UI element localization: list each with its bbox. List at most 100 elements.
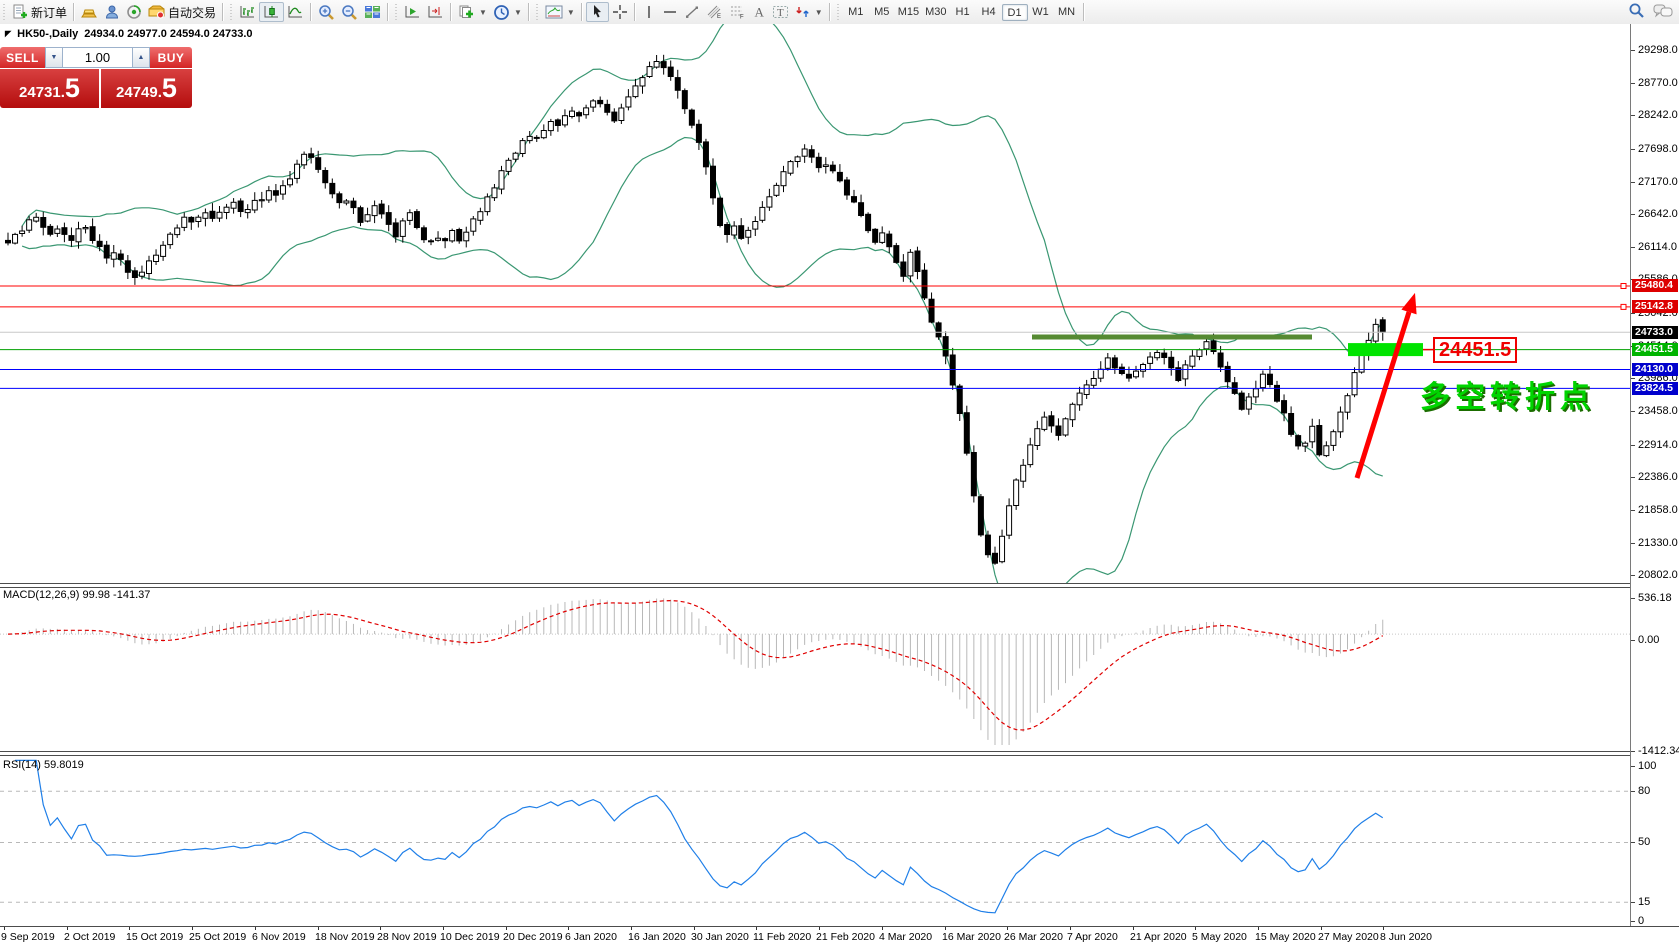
vertical-line-button[interactable] (639, 2, 659, 22)
price-badge[interactable]: 24451.5 (1632, 343, 1678, 356)
profile-icon (104, 4, 120, 20)
chevron-down-icon[interactable]: ▼ (513, 7, 522, 17)
toolbar-separator (633, 3, 636, 21)
fibonacci-button[interactable]: F (726, 2, 749, 22)
date-axis-label: 21 Apr 2020 (1130, 931, 1187, 943)
bar-chart-button[interactable] (236, 2, 259, 22)
date-axis-tick (1070, 927, 1071, 930)
chevron-down-icon[interactable]: ▼ (479, 7, 487, 17)
trend-arrow[interactable] (1354, 311, 1412, 479)
volume-increase-button[interactable]: ▲ (132, 47, 150, 68)
toolbar-grip[interactable] (835, 4, 841, 20)
periods-button[interactable]: ▼ (490, 2, 525, 22)
timeframe-group: M1 M5 M15 M30 H1 H4 D1 W1 MN (843, 3, 1080, 21)
toolbar-grip[interactable] (2, 4, 7, 20)
broadcast-button[interactable] (123, 2, 145, 22)
toolbar-separator (828, 3, 831, 21)
date-axis-tick (945, 927, 946, 930)
date-axis-label: 30 Jan 2020 (691, 931, 749, 943)
price-badge[interactable]: 25142.8 (1632, 300, 1678, 313)
buy-button[interactable]: BUY (150, 47, 192, 68)
candlestick-chart-button[interactable] (259, 2, 285, 22)
price-axis-tick (1631, 115, 1635, 116)
chart-template-button[interactable]: ▼ (542, 2, 578, 22)
volume-decrease-button[interactable]: ▼ (45, 47, 63, 68)
zoom-out-button[interactable] (338, 2, 361, 22)
timeframe-h1[interactable]: H1 (955, 5, 970, 18)
gold-bar-button[interactable] (78, 2, 101, 22)
timeframe-mn[interactable]: MN (1057, 5, 1076, 18)
sell-price[interactable]: 24731. 5 (0, 69, 99, 108)
crosshair-button[interactable] (609, 2, 631, 22)
trendline-icon (684, 4, 700, 20)
date-axis-label: 8 Jun 2020 (1380, 931, 1432, 943)
toolbar-grip[interactable] (534, 4, 540, 20)
trendline-button[interactable] (681, 2, 703, 22)
date-axis[interactable]: 9 Sep 2019 2 Oct 2019 15 Oct 2019 25 Oct 20… (0, 926, 1679, 943)
chevron-down-icon[interactable]: ▼ (814, 7, 823, 17)
profile-button[interactable] (101, 2, 123, 22)
timeframe-d1[interactable]: D1 (1001, 3, 1028, 21)
price-axis-label: 28770.0 (1638, 77, 1678, 89)
zoom-in-icon (318, 4, 335, 21)
date-axis-label: 21 Feb 2020 (816, 931, 875, 943)
horizontal-line-button[interactable] (659, 2, 681, 22)
line-chart-button[interactable] (284, 2, 307, 22)
rsi-panel[interactable] (0, 757, 1630, 926)
toolbar-separator (222, 3, 225, 21)
timeframe-m30[interactable]: M30 (925, 5, 947, 18)
zoom-in-button[interactable] (315, 2, 338, 22)
timeframe-w1[interactable]: W1 (1032, 5, 1049, 18)
buy-price-fraction: 5 (161, 73, 177, 103)
price-axis-label: 21330.0 (1638, 537, 1678, 549)
text-icon: A (752, 4, 766, 20)
chart-template-icon (545, 4, 563, 20)
auto-trading-button[interactable]: 自动交易 (145, 2, 219, 22)
indicators-button[interactable]: ▼ (455, 2, 490, 22)
sell-button[interactable]: SELL (0, 47, 45, 68)
toolbar-grip[interactable] (229, 4, 235, 20)
cursor-button[interactable] (585, 2, 609, 22)
main-price-chart[interactable] (0, 24, 1630, 583)
tile-windows-button[interactable] (361, 2, 384, 22)
highlight-rectangle[interactable] (1348, 343, 1423, 357)
timeframe-m1[interactable]: M1 (848, 5, 864, 18)
arrows-button[interactable]: ▼ (792, 2, 826, 22)
text-button[interactable]: A (749, 2, 769, 22)
timeframe-m15[interactable]: M15 (897, 5, 920, 18)
date-axis-label: 5 May 2020 (1192, 931, 1247, 943)
macd-panel[interactable] (0, 586, 1630, 751)
price-axis[interactable]: 29298.0 28770.0 28242.0 27698.0 27170.0 26642… (1630, 24, 1679, 943)
equidistant-channel-icon: E (706, 4, 723, 20)
timeframe-h4[interactable]: H4 (981, 5, 996, 18)
new-order-button[interactable]: 新订单 (9, 2, 70, 22)
chart-shift-button[interactable] (424, 2, 447, 22)
chinese-annotation-text[interactable]: 多空转折点 (1420, 381, 1595, 414)
level-price-callout[interactable]: 24451.5 (1433, 337, 1518, 363)
panel-separator[interactable] (0, 751, 1679, 756)
toolbar-separator (580, 3, 583, 21)
auto-scroll-button[interactable] (401, 2, 424, 22)
line-handle[interactable] (1620, 303, 1627, 310)
text-label-button[interactable]: T (769, 2, 792, 22)
ohlc-values: 24934.0 24977.0 24594.0 24733.0 (84, 28, 253, 40)
buy-price[interactable]: 24749. 5 (101, 69, 192, 108)
line-handle[interactable] (1620, 283, 1627, 289)
volume-input[interactable]: 1.00 (63, 47, 132, 68)
price-badge[interactable]: 25480.4 (1632, 279, 1678, 292)
timeframe-m5[interactable]: M5 (874, 5, 890, 18)
price-badge[interactable]: 23824.5 (1632, 382, 1678, 395)
chat-icon[interactable] (1653, 3, 1673, 22)
price-badge[interactable]: 24130.0 (1632, 363, 1678, 376)
search-icon[interactable] (1628, 2, 1645, 22)
macd-scale-label: -1412.34 (1638, 745, 1679, 757)
price-badge[interactable]: 24733.0 (1632, 326, 1678, 339)
cursor-icon (590, 4, 605, 20)
panel-separator[interactable] (0, 583, 1679, 588)
toolbar-grip[interactable] (394, 4, 400, 20)
equidistant-channel-button[interactable]: E (703, 2, 726, 22)
buy-price-main: 24749. (116, 84, 162, 101)
chevron-down-icon[interactable]: ▼ (566, 7, 575, 17)
date-axis-tick (694, 927, 695, 930)
rsi-scale-tick (1631, 842, 1635, 843)
